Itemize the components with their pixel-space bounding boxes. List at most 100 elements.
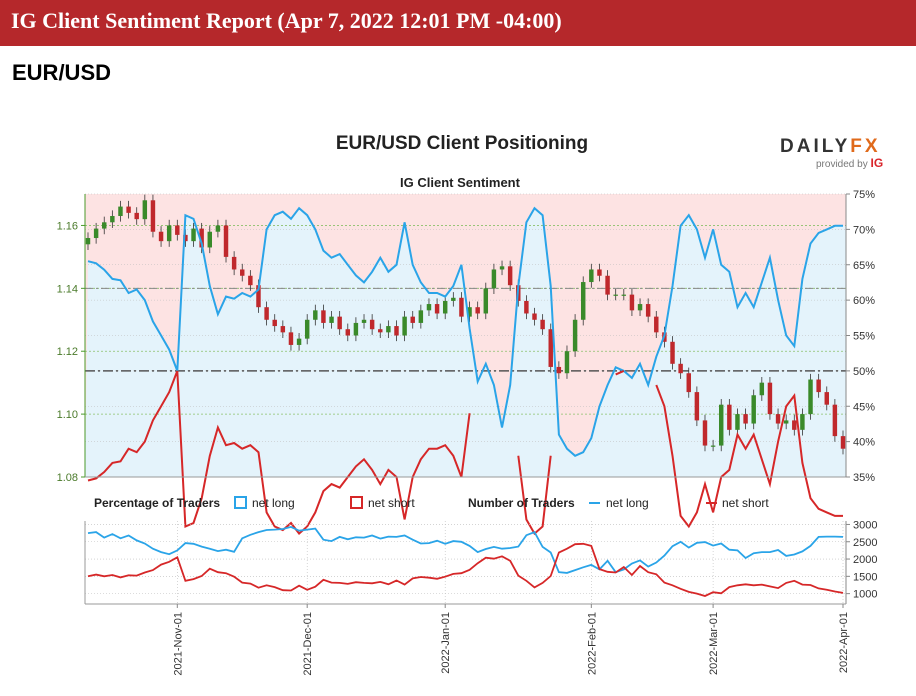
chart-title: EUR/USD Client Positioning	[335, 133, 589, 154]
traders-tick-label: 1500	[853, 571, 877, 583]
net-short-pct-line	[655, 384, 843, 529]
candle-body	[280, 326, 286, 333]
candle-body	[264, 307, 269, 320]
candle-body	[824, 392, 829, 405]
candle-body	[426, 304, 432, 311]
candle-body	[613, 294, 618, 296]
candle-body	[142, 200, 148, 220]
price-tick-label: 1.12	[57, 346, 78, 358]
candle-body	[110, 216, 115, 223]
candle-body	[654, 316, 659, 333]
candle-body	[548, 329, 553, 367]
traders-gridlines	[85, 521, 846, 604]
candle-body	[572, 319, 578, 352]
price-tick-label: 1.10	[57, 409, 78, 421]
candle-body	[296, 338, 302, 345]
date-tick-label: 2021-Dec-01	[302, 612, 314, 676]
price-tick-label: 1.08	[57, 472, 78, 484]
candle-body	[223, 225, 229, 257]
traders-net-short-line	[87, 542, 844, 597]
candle-body	[459, 297, 464, 317]
candle-body	[507, 266, 513, 286]
candle-body	[792, 420, 797, 430]
candle-body	[402, 316, 407, 336]
candle-body	[134, 212, 139, 220]
candle-body	[800, 414, 805, 430]
candle-body	[199, 228, 204, 248]
candle-body	[621, 294, 627, 296]
candle-body	[710, 445, 716, 447]
date-tick-label: 2022-Feb-01	[586, 612, 598, 675]
dailyfx-logo: DAILYFX	[780, 136, 881, 157]
net-long-pct-line	[87, 206, 843, 457]
candle-body	[215, 225, 221, 232]
legend-pct-long-swatch	[234, 496, 247, 509]
candle-body	[686, 373, 691, 393]
candle-body	[304, 319, 310, 339]
candle-body	[524, 300, 529, 314]
candle-body	[418, 310, 424, 323]
legend-pct-long: net long	[252, 496, 295, 510]
candle-body	[718, 404, 724, 446]
legend-pct-heading: Percentage of Traders	[94, 496, 220, 510]
main-axes: 1.08 1.10 1.12 1.14 1.16 35% 40% 45% 50% 55% 60% 65…	[57, 189, 876, 484]
candle-body	[775, 414, 781, 424]
candle-body	[231, 256, 237, 270]
pct-tick-label: 40%	[853, 437, 875, 449]
candle-body	[256, 285, 261, 308]
candle-body	[369, 319, 375, 330]
pct-tick-label: 60%	[853, 295, 875, 307]
candle-body	[597, 269, 602, 276]
candle-body	[166, 225, 172, 242]
chart-subtitle: IG Client Sentiment	[400, 175, 520, 190]
traders-net-long-line	[87, 525, 844, 574]
report-banner: IG Client Sentiment Report (Apr 7, 2022 …	[0, 0, 916, 46]
candle-body	[540, 319, 545, 330]
candle-body	[702, 420, 708, 446]
date-tick-label: 2022-Mar-01	[708, 612, 720, 675]
legend-num-long: net long	[606, 496, 649, 510]
candle-body	[645, 304, 651, 317]
candle-body	[467, 307, 472, 317]
net-short-pct-line	[615, 369, 625, 376]
report-title: IG Client Sentiment Report (Apr 7, 2022 …	[11, 8, 562, 33]
candle-body	[783, 420, 789, 424]
candle-body	[605, 275, 610, 295]
candle-body	[175, 225, 180, 235]
candle-body	[629, 294, 635, 311]
candle-body	[451, 297, 456, 301]
candle-body	[345, 329, 351, 336]
pct-tick-label: 55%	[853, 331, 875, 343]
net-short-pct-line	[87, 370, 471, 536]
provided-by-label: provided by IG	[816, 156, 884, 170]
traders-tick-label: 3000	[853, 519, 877, 531]
candle-body	[386, 326, 391, 333]
legend-pct-short-swatch	[350, 496, 363, 509]
candle-body	[832, 404, 838, 437]
legend-num-heading: Number of Traders	[468, 496, 575, 510]
candle-body	[85, 238, 91, 245]
candle-body	[808, 379, 813, 415]
candle-body	[102, 222, 107, 229]
candle-body	[361, 319, 367, 323]
candle-body	[499, 266, 505, 270]
candle-body	[378, 329, 383, 333]
currency-pair-label: EUR/USD	[12, 60, 112, 85]
traders-axes: 1000 1500 2000 2500 3000 2021-Nov-01 2021-Dec-…	[84, 519, 877, 676]
candle-body	[556, 366, 562, 374]
legend-pct-short: net short	[368, 496, 415, 510]
candle-body	[183, 234, 188, 242]
candle-body	[118, 206, 123, 217]
candle-body	[442, 300, 448, 314]
candle-body	[735, 414, 740, 430]
candle-body	[207, 231, 213, 248]
candle-body	[759, 382, 765, 396]
pct-tick-label: 65%	[853, 260, 875, 272]
candle-body	[532, 313, 537, 320]
date-tick-label: 2022-Apr-01	[838, 612, 850, 673]
candle-body	[394, 326, 399, 336]
candle-body	[434, 304, 440, 314]
date-tick-label: 2021-Nov-01	[172, 612, 184, 676]
candle-body	[727, 404, 732, 430]
candle-body	[694, 392, 700, 421]
